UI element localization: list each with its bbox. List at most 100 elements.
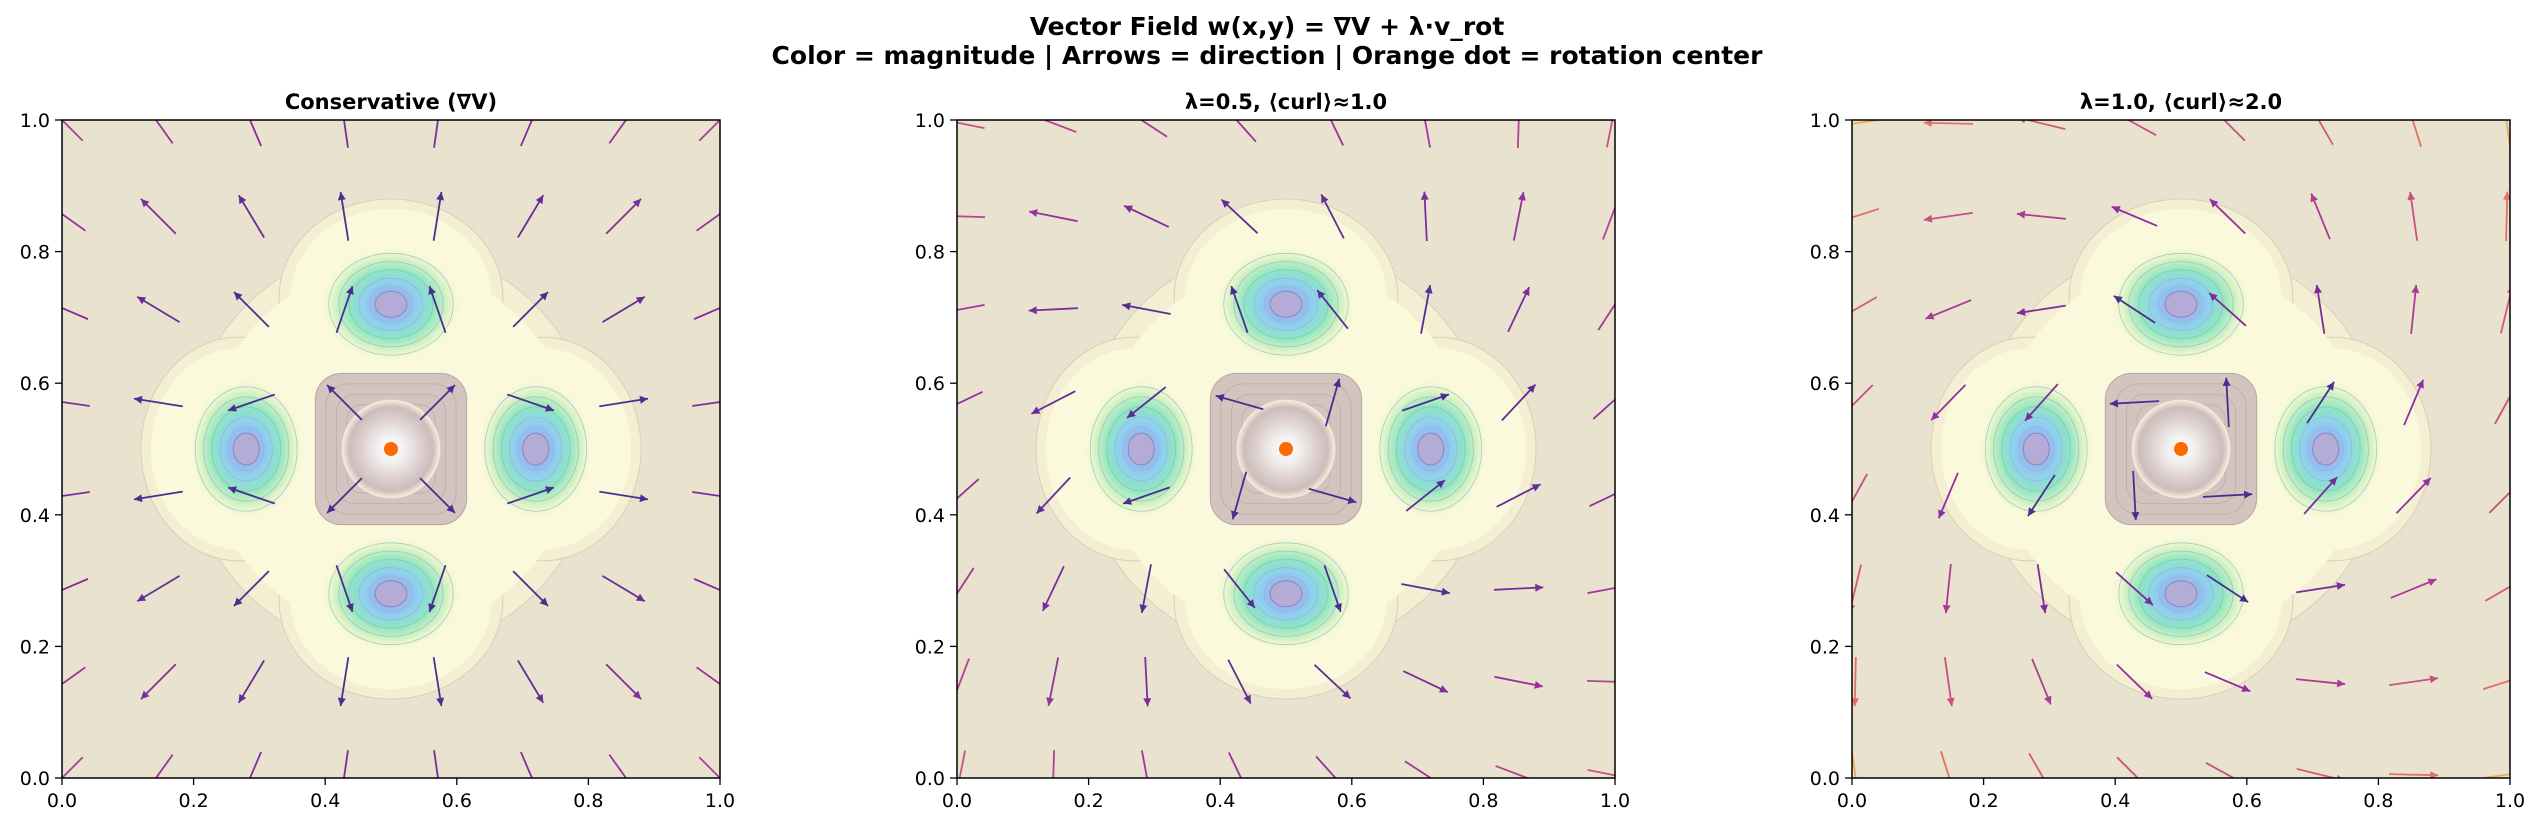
- field-arrow: [2116, 756, 2140, 778]
- field-arrow: [2407, 191, 2419, 241]
- field-arrow: [2016, 210, 2067, 220]
- quiver-layer: [957, 120, 1615, 778]
- field-arrow: [62, 307, 89, 320]
- field-arrow: [1605, 120, 1614, 148]
- field-arrow: [2484, 585, 2510, 602]
- field-arrow: [957, 567, 975, 596]
- field-arrow: [2208, 292, 2247, 327]
- field-arrow: [2222, 377, 2231, 428]
- field-arrow: [605, 663, 642, 700]
- field-arrow: [227, 486, 276, 505]
- y-tick-label: 0.0: [915, 768, 945, 790]
- y-tick-label: 0.6: [20, 373, 50, 395]
- field-arrow: [2303, 476, 2338, 515]
- field-arrow: [2306, 381, 2335, 424]
- quiver-layer: [1852, 120, 2510, 778]
- field-arrow: [1420, 191, 1429, 242]
- field-arrow: [1401, 393, 1450, 412]
- x-tick-label: 0.6: [2232, 790, 2262, 812]
- field-arrow: [2111, 205, 2158, 227]
- field-arrow: [1923, 120, 1974, 127]
- field-arrow: [140, 198, 177, 235]
- field-arrow: [506, 486, 555, 505]
- field-arrow: [326, 384, 363, 421]
- field-arrow: [693, 578, 720, 591]
- panel-lambda-0-5: 0.00.0 0.2 0.2 0.4 0.4 0.6 0.6 0.8 0.8 1.0 1.0 λ=0.…: [915, 90, 1630, 812]
- field-arrow: [337, 657, 350, 707]
- field-arrow: [237, 660, 265, 704]
- x-tick-label: 0.4: [310, 790, 340, 812]
- field-arrow: [62, 212, 86, 232]
- field-arrow: [1516, 120, 1520, 148]
- field-arrow: [1420, 284, 1433, 334]
- x-tick-label: 0.0: [1837, 790, 1867, 812]
- panel-lambda-1-0: 0.00.0 0.2 0.2 0.4 0.4 0.6 0.6 0.8 0.8 1.0 1.0 λ=1.…: [1810, 90, 2525, 812]
- rotation-center-dot: [384, 442, 398, 456]
- field-arrow: [433, 120, 439, 148]
- x-tick-label: 0.8: [1468, 790, 1498, 812]
- field-arrow: [227, 393, 276, 412]
- x-tick-label: 0.2: [1073, 790, 1103, 812]
- field-arrow: [957, 478, 980, 500]
- y-tick-label: 0.2: [1810, 636, 1840, 658]
- field-arrow: [599, 490, 649, 503]
- field-arrow: [62, 120, 84, 142]
- x-tick-label: 0.8: [2363, 790, 2393, 812]
- field-arrow: [2028, 752, 2045, 778]
- field-arrow: [1401, 583, 1451, 596]
- y-tick-label: 1.0: [1810, 110, 1840, 132]
- x-tick-label: 0.4: [1205, 790, 1235, 812]
- field-arrow: [1030, 390, 1076, 415]
- field-arrow: [1235, 120, 1257, 143]
- y-tick-label: 1.0: [915, 110, 945, 132]
- field-arrow: [233, 570, 270, 607]
- field-arrow: [335, 564, 354, 613]
- field-arrow: [520, 120, 533, 147]
- field-arrow: [2036, 564, 2048, 614]
- field-arrow: [337, 191, 350, 241]
- field-arrow: [1587, 768, 1615, 777]
- field-arrow: [698, 120, 720, 142]
- field-arrow: [1220, 198, 1259, 234]
- potential-well: [2108, 245, 2254, 364]
- field-arrow: [1852, 208, 1880, 219]
- figure-title-line1: Vector Field w(x,y) = ∇V + λ·v_rot: [1030, 12, 1505, 41]
- field-arrow: [1493, 583, 1544, 592]
- field-arrow: [1501, 383, 1537, 422]
- potential-well: [1371, 376, 1490, 522]
- field-arrow: [1316, 289, 1349, 330]
- field-arrow: [1852, 473, 1868, 504]
- field-arrow: [419, 477, 456, 514]
- x-tick-label: 0.8: [573, 790, 603, 812]
- y-tick-label: 0.2: [20, 636, 50, 658]
- field-arrow: [343, 750, 349, 778]
- field-arrow: [133, 395, 183, 408]
- field-arrow: [1852, 296, 1878, 313]
- field-arrow: [1852, 564, 1862, 610]
- y-tick-label: 0.8: [915, 242, 945, 264]
- field-arrow: [2482, 773, 2510, 778]
- field-arrow: [2116, 663, 2153, 700]
- potential-well: [1213, 245, 1359, 364]
- field-arrow: [1405, 479, 1446, 512]
- field-arrow: [957, 391, 983, 406]
- potential-well: [1213, 534, 1359, 653]
- field-arrow: [237, 194, 265, 238]
- field-arrow: [2205, 762, 2236, 778]
- y-tick-label: 0.6: [915, 373, 945, 395]
- field-arrow: [602, 295, 646, 323]
- field-arrow: [1320, 193, 1345, 239]
- field-arrow: [2296, 768, 2342, 778]
- field-arrow: [2209, 198, 2246, 235]
- field-arrow: [2389, 675, 2439, 687]
- field-arrow: [957, 304, 985, 311]
- field-arrow: [1937, 472, 1959, 519]
- field-arrow: [432, 191, 445, 241]
- field-arrow: [249, 120, 262, 147]
- field-arrow: [1308, 487, 1357, 504]
- potential-well: [1082, 376, 1201, 522]
- figure-title-line2: Color = magnitude | Arrows = direction |…: [772, 41, 1764, 70]
- field-arrow: [419, 384, 456, 421]
- field-arrow: [2505, 120, 2510, 148]
